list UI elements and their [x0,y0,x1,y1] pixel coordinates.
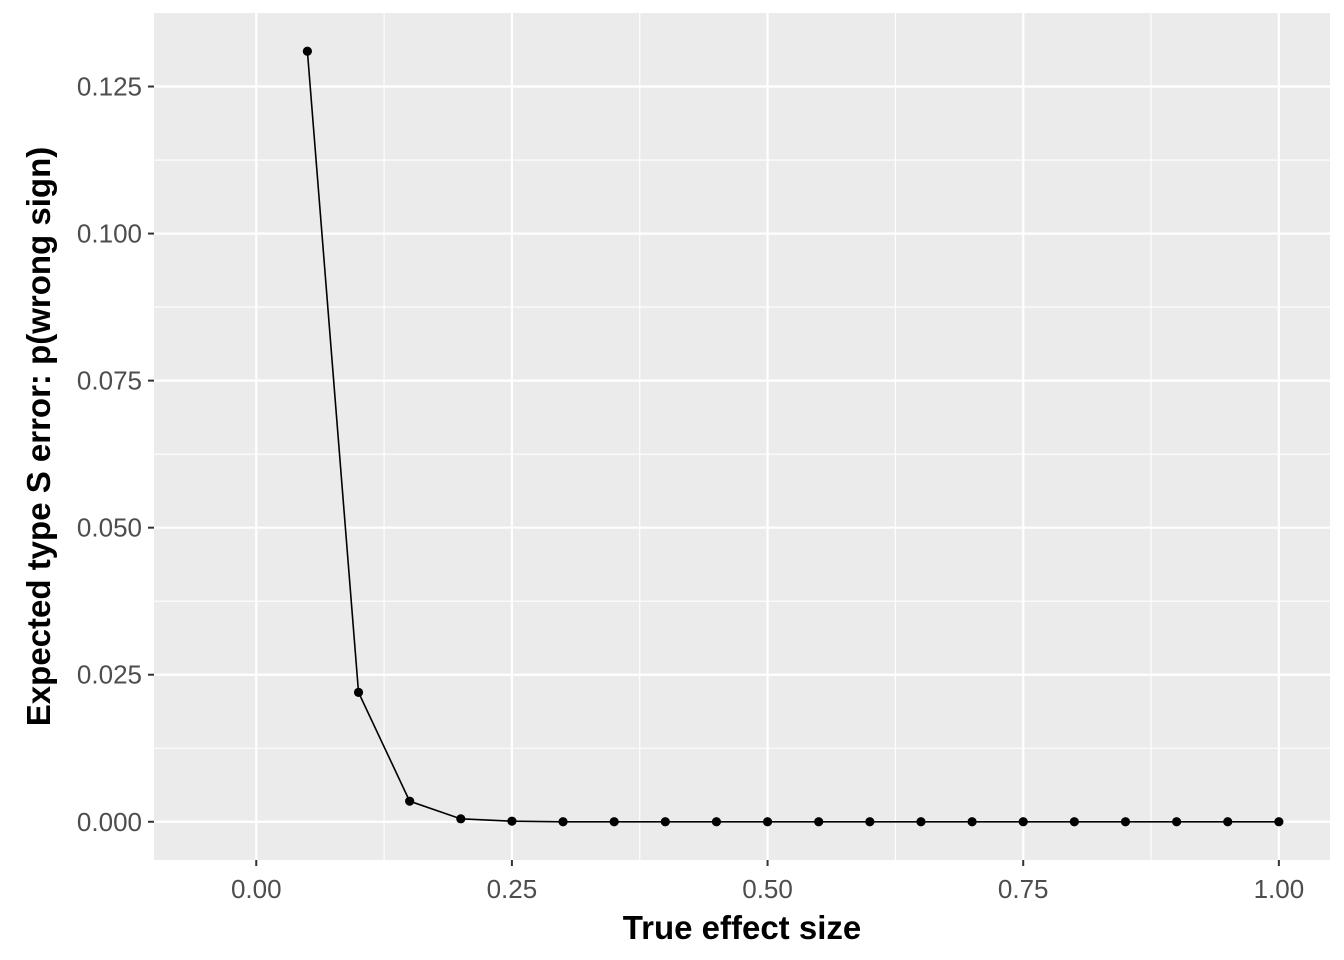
y-tick-label: 0.000 [77,807,142,837]
data-point [507,816,517,826]
data-point [1120,817,1131,827]
data-point [353,687,364,697]
x-tick-label: 0.50 [742,874,793,904]
y-tick-label: 0.100 [77,219,142,249]
data-point [405,796,415,806]
y-tick-label: 0.050 [77,513,142,543]
data-point [1223,817,1233,827]
data-point [660,817,670,827]
data-point [609,817,619,827]
series-points [302,46,1284,827]
grid-major [154,13,1330,860]
data-point [967,817,977,827]
data-point [916,817,926,827]
y-tick-label: 0.125 [77,72,142,102]
data-point [814,817,824,827]
grid-minor [154,13,1330,860]
y-tick-label: 0.075 [77,366,142,396]
data-point [1069,817,1079,827]
y-axis-ticks: 0.000 0.025 0.050 0.075 0.100 0.125 [77,72,154,837]
data-point [1018,817,1028,827]
data-point [762,817,773,827]
x-tick-label: 0.00 [231,874,282,904]
series-line [306,51,1279,823]
data-point [302,46,312,56]
data-point [865,817,875,827]
panel-background [154,13,1330,860]
x-tick-label: 1.00 [1254,874,1305,904]
data-point [456,814,466,824]
x-tick-label: 0.25 [487,874,538,904]
data-point [711,817,722,827]
data-point [1172,817,1182,827]
x-tick-label: 0.75 [998,874,1049,904]
y-axis-title: Expected type S error: p(wrong sign) [20,147,57,726]
x-axis-ticks: 0.00 0.25 0.50 0.75 1.00 [231,860,1304,904]
x-axis-title: True effect size [623,909,861,946]
y-tick-label: 0.025 [77,660,142,690]
data-point [1274,817,1284,827]
data-point [558,817,568,827]
